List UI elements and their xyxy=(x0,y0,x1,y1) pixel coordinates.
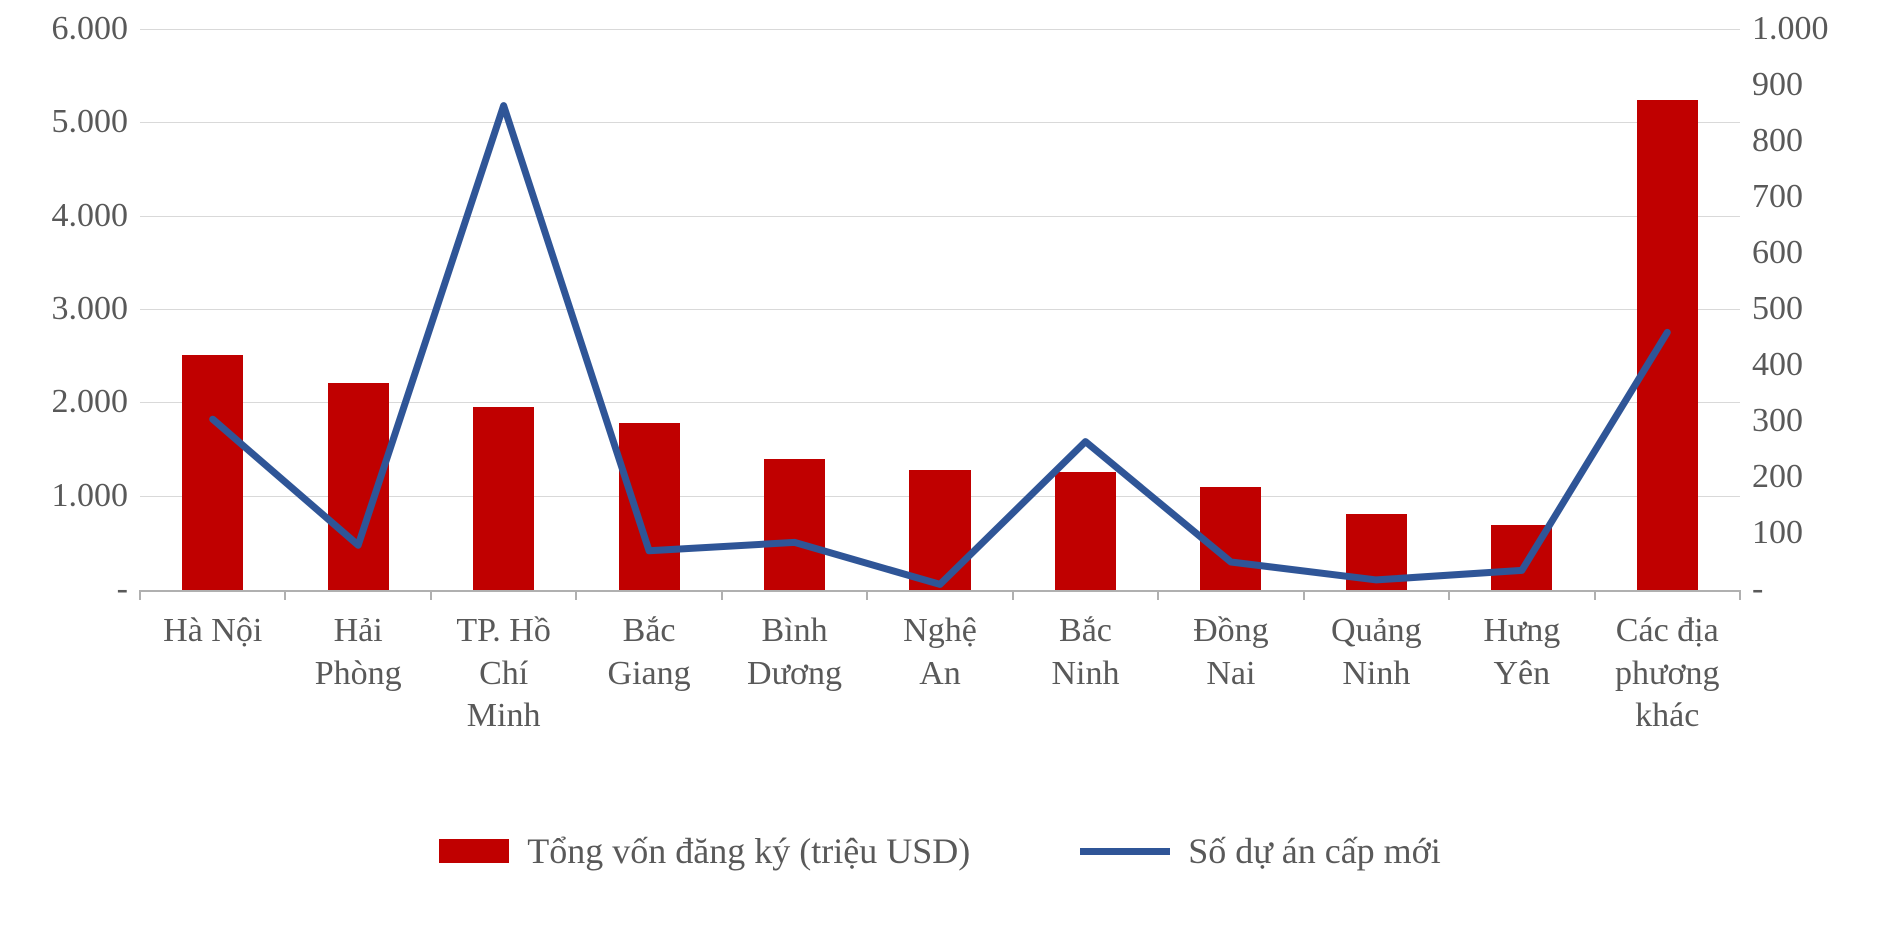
legend-item-bar: Tổng vốn đăng ký (triệu USD) xyxy=(439,830,970,872)
y-right-tick-label: 100 xyxy=(1752,514,1862,552)
y-left-tick-label: - xyxy=(18,570,128,608)
x-tick xyxy=(1594,590,1596,600)
x-tick-label: Nghệ An xyxy=(867,610,1012,695)
y-right-tick-label: - xyxy=(1752,570,1862,608)
line-series xyxy=(140,30,1740,590)
legend-line-label: Số dự án cấp mới xyxy=(1188,830,1441,872)
y-left-tick-label: 4.000 xyxy=(18,197,128,235)
legend-bar-label: Tổng vốn đăng ký (triệu USD) xyxy=(527,830,970,872)
x-tick xyxy=(1739,590,1741,600)
y-right-tick-label: 200 xyxy=(1752,458,1862,496)
x-tick-label: Bình Dương xyxy=(722,610,867,695)
y-right-tick-label: 300 xyxy=(1752,402,1862,440)
x-tick xyxy=(1157,590,1159,600)
x-tick xyxy=(866,590,868,600)
x-tick-label: Hải Phòng xyxy=(285,610,430,695)
y-left-tick-label: 6.000 xyxy=(18,10,128,48)
x-tick xyxy=(1012,590,1014,600)
x-ticks xyxy=(140,590,1740,600)
y-right-tick-label: 1.000 xyxy=(1752,10,1862,48)
x-tick-label: Bắc Ninh xyxy=(1013,610,1158,695)
legend-swatch-line-icon xyxy=(1080,848,1170,855)
y-left-tick-label: 2.000 xyxy=(18,383,128,421)
plot-area xyxy=(140,30,1740,592)
x-tick xyxy=(1303,590,1305,600)
y-left-tick-label: 1.000 xyxy=(18,477,128,515)
y-right-tick-label: 800 xyxy=(1752,122,1862,160)
y-right-tick-label: 700 xyxy=(1752,178,1862,216)
line-polyline xyxy=(213,106,1668,585)
y-left-tick-label: 5.000 xyxy=(18,103,128,141)
y-left-tick-label: 3.000 xyxy=(18,290,128,328)
x-tick-label: Quảng Ninh xyxy=(1304,610,1449,695)
legend: Tổng vốn đăng ký (triệu USD) Số dự án cấ… xyxy=(0,830,1880,872)
x-tick xyxy=(575,590,577,600)
x-tick xyxy=(284,590,286,600)
x-tick xyxy=(139,590,141,600)
legend-swatch-bar-icon xyxy=(439,839,509,863)
x-tick-label: Hà Nội xyxy=(140,610,285,653)
legend-item-line: Số dự án cấp mới xyxy=(1080,830,1441,872)
x-tick xyxy=(1448,590,1450,600)
y-right-tick-label: 600 xyxy=(1752,234,1862,272)
x-tick-label: Hưng Yên xyxy=(1449,610,1594,695)
x-tick xyxy=(721,590,723,600)
y-right-tick-label: 900 xyxy=(1752,66,1862,104)
y-right-tick-label: 500 xyxy=(1752,290,1862,328)
x-axis-labels: Hà NộiHải PhòngTP. Hồ Chí MinhBắc GiangB… xyxy=(140,600,1740,820)
x-tick-label: TP. Hồ Chí Minh xyxy=(431,610,576,738)
y-right-tick-label: 400 xyxy=(1752,346,1862,384)
x-tick xyxy=(430,590,432,600)
combo-chart: - 1.000 2.000 3.000 4.000 5.000 6.000 - 100 200 3… xyxy=(0,0,1880,930)
x-tick-label: Bắc Giang xyxy=(576,610,721,695)
x-tick-label: Đồng Nai xyxy=(1158,610,1303,695)
x-tick-label: Các địa phương khác xyxy=(1595,610,1740,738)
